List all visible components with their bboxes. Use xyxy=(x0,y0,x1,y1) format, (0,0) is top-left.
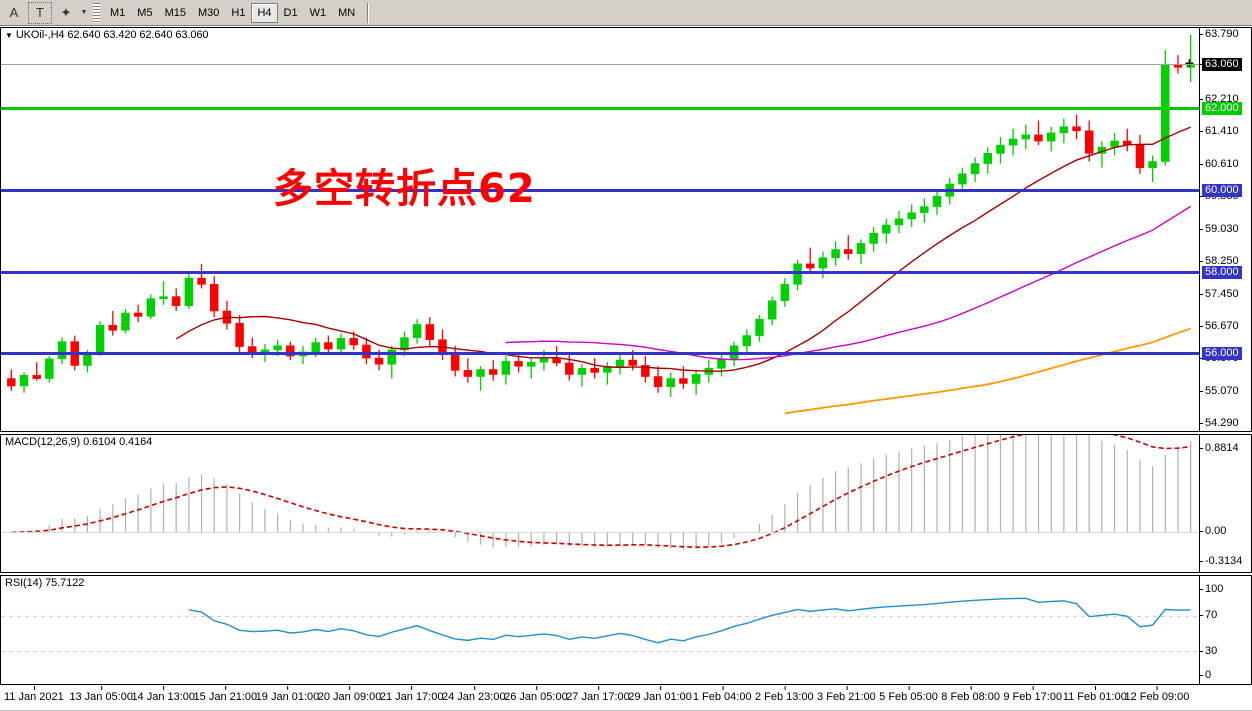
time-tick-label: 27 Jan 17:00 xyxy=(566,686,630,703)
timeframe-m30[interactable]: M30 xyxy=(197,6,220,19)
resistance-line-62[interactable] xyxy=(1,106,1199,110)
price-tick: 62.210 xyxy=(1200,93,1239,105)
level-label-60[interactable]: 60.000 xyxy=(1202,183,1242,197)
candlestick-canvas xyxy=(7,35,1195,415)
chevron-down-icon[interactable]: ▼ xyxy=(80,9,88,16)
price-tick: 54.290 xyxy=(1200,418,1239,429)
rsi-indicator-pane[interactable]: RSI(14) 75.7122 xyxy=(0,575,1200,685)
text-label-tool-icon[interactable]: T xyxy=(28,1,52,24)
level-line-60[interactable] xyxy=(1,188,1199,192)
macd-tick: 0.00 xyxy=(1200,526,1226,537)
time-tick-label: 29 Jan 01:00 xyxy=(628,686,692,703)
current-price-label[interactable]: 63.060 xyxy=(1202,58,1242,72)
price-tick: 60.610 xyxy=(1200,159,1239,170)
rsi-pane-title: RSI(14) 75.7122 xyxy=(5,577,85,589)
toolbar-grip[interactable] xyxy=(93,2,100,23)
rsi-tick: 100 xyxy=(1200,584,1223,595)
price-chart-pane[interactable]: ▼ UKOil-,H4 62.640 63.420 62.640 63.060 多… xyxy=(0,27,1200,432)
timeframe-h1[interactable]: H1 xyxy=(231,6,246,19)
time-tick-label: 11 Feb 01:00 xyxy=(1062,686,1127,703)
time-axis[interactable]: 11 Jan 2021 13 Jan 05:00 14 Jan 13:00 15 Ja… xyxy=(0,686,1252,711)
toolbar-divider xyxy=(367,2,370,23)
time-tick-label: 21 Jan 17:00 xyxy=(379,686,444,703)
time-tick-label: 9 Feb 17:00 xyxy=(1003,686,1063,703)
level-line-58[interactable] xyxy=(1,270,1199,274)
price-tick: 56.670 xyxy=(1200,320,1239,332)
rsi-axis[interactable]: 100 70 30 0 xyxy=(1200,575,1252,685)
time-tick-label: 3 Feb 21:00 xyxy=(817,686,876,703)
time-tick-label: 20 Jan 09:00 xyxy=(317,686,382,703)
level-line-56[interactable] xyxy=(1,352,1199,356)
time-tick-label: 26 Jan 05:00 xyxy=(504,686,568,703)
rsi-tick: 0 xyxy=(1200,670,1211,681)
time-tick-label: 24 Jan 23:00 xyxy=(441,686,506,703)
price-tick: 63.790 xyxy=(1200,29,1239,40)
macd-indicator-pane[interactable]: MACD(12,26,9) 0.6104 0.4164 xyxy=(0,434,1200,573)
timeframe-m5[interactable]: M5 xyxy=(137,6,153,19)
time-tick-label: 14 Jan 13:00 xyxy=(131,686,196,703)
macd-tick: -0.3134 xyxy=(1200,556,1242,567)
time-tick-label: 1 Feb 04:00 xyxy=(692,686,752,703)
level-label-58[interactable]: 58.000 xyxy=(1202,265,1242,279)
price-pane-title: ▼ UKOil-,H4 62.640 63.420 62.640 63.060 xyxy=(5,29,209,41)
chart-toolbar: A T ✦ ▼ M1 M5 M15 M30 H1 H4 D1 W1 MN xyxy=(0,0,1252,26)
time-tick-label: 5 Feb 05:00 xyxy=(879,686,938,703)
timeframe-mn[interactable]: MN xyxy=(338,6,356,19)
current-price-line[interactable] xyxy=(1,64,1199,66)
price-tick: 58.250 xyxy=(1200,255,1239,267)
level-label-62[interactable]: 62.000 xyxy=(1202,101,1242,115)
symbol-ohlc-text: UKOil-,H4 62.640 63.420 62.640 63.060 xyxy=(15,29,209,41)
timeframe-d1[interactable]: D1 xyxy=(283,6,298,19)
level-label-56[interactable]: 56.000 xyxy=(1202,347,1242,361)
timeframe-m1[interactable]: M1 xyxy=(110,6,126,19)
timeframe-w1[interactable]: W1 xyxy=(309,6,327,19)
price-tick: 61.410 xyxy=(1200,126,1239,137)
rsi-tick: 30 xyxy=(1200,645,1217,657)
macd-canvas xyxy=(1,435,1199,550)
time-tick-label: 12 Feb 09:00 xyxy=(1124,686,1190,703)
chart-annotation-text[interactable]: 多空转折点62 xyxy=(273,166,536,212)
price-tick: 55.070 xyxy=(1200,386,1239,397)
objects-tool-icon[interactable]: ✦ xyxy=(60,4,72,20)
time-tick-label: 15 Jan 21:00 xyxy=(193,686,258,703)
time-tick-label: 8 Feb 08:00 xyxy=(941,686,1000,703)
timeframe-h4[interactable]: H4 xyxy=(251,2,278,23)
rsi-canvas xyxy=(1,597,1199,653)
macd-pane-title: MACD(12,26,9) 0.6104 0.4164 xyxy=(5,436,153,448)
collapse-caret-icon[interactable]: ▼ xyxy=(5,31,13,40)
time-tick-label: 11 Jan 2021 xyxy=(4,686,64,703)
time-tick-label: 13 Jan 05:00 xyxy=(69,686,133,703)
price-tick: 57.450 xyxy=(1200,288,1239,300)
time-tick-label: 19 Jan 01:00 xyxy=(255,686,320,703)
price-axis[interactable]: 63.79063.06062.21061.41060.61059.83059.0… xyxy=(1200,27,1252,432)
timeframe-m15[interactable]: M15 xyxy=(164,6,186,19)
rsi-tick: 70 xyxy=(1200,610,1217,621)
time-tick-label: 2 Feb 13:00 xyxy=(754,686,814,703)
price-tick: 59.030 xyxy=(1200,223,1239,235)
macd-axis[interactable]: 0.8814 0.00 -0.3134 xyxy=(1200,434,1252,573)
text-tool-icon[interactable]: A xyxy=(9,5,19,20)
macd-tick: 0.8814 xyxy=(1200,443,1239,454)
